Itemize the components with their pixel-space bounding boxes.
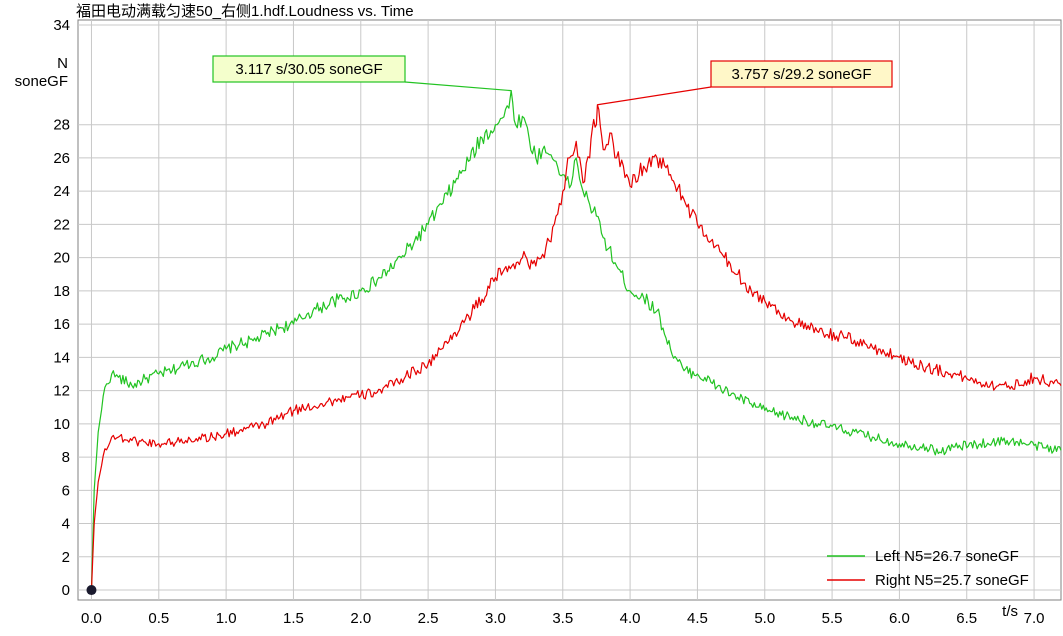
x-tick-label: 4.5 bbox=[687, 610, 708, 627]
x-tick-label: 6.5 bbox=[956, 610, 977, 627]
x-axis-label: t/s bbox=[1002, 603, 1018, 620]
y-tick-label: 34 bbox=[53, 17, 70, 34]
legend[interactable]: Left N5=26.7 soneGF Right N5=25.7 soneGF bbox=[827, 548, 1029, 589]
x-tick-label: 4.0 bbox=[620, 610, 641, 627]
y-tick-label: 16 bbox=[53, 316, 70, 333]
y-tick-label: 8 bbox=[62, 449, 70, 466]
y-tick-label: 6 bbox=[62, 482, 70, 499]
legend-item-left[interactable]: Left N5=26.7 soneGF bbox=[827, 548, 1019, 565]
annotations: 3.117 s/30.05 soneGF 3.757 s/29.2 soneGF bbox=[212, 55, 893, 106]
x-tick-label: 1.5 bbox=[283, 610, 304, 627]
x-tick-label: 5.5 bbox=[822, 610, 843, 627]
x-tick-label: 1.0 bbox=[216, 610, 237, 627]
annotation-label: 3.117 s/30.05 soneGF bbox=[235, 61, 382, 78]
y-tick-label: 28 bbox=[53, 117, 70, 134]
y-axis-label: N bbox=[57, 55, 68, 72]
annotation-label: 3.757 s/29.2 soneGF bbox=[731, 66, 871, 83]
legend-label: Right N5=25.7 soneGF bbox=[875, 572, 1029, 589]
y-tick-label: 14 bbox=[53, 349, 70, 366]
y-tick-label: 2 bbox=[62, 549, 70, 566]
legend-item-right[interactable]: Right N5=25.7 soneGF bbox=[827, 572, 1029, 589]
chart-title: 福田电动满载匀速50_右侧1.hdf.Loudness vs. Time bbox=[76, 3, 414, 20]
origin-marker bbox=[86, 585, 97, 596]
y-tick-label: 10 bbox=[53, 416, 70, 433]
annotation-0: 3.117 s/30.05 soneGF bbox=[212, 55, 512, 92]
series-line-right bbox=[90, 104, 1062, 591]
x-tick-label: 3.5 bbox=[552, 610, 573, 627]
y-tick-label: 4 bbox=[62, 516, 70, 533]
y-tick-label: 22 bbox=[53, 216, 70, 233]
y-tick-label: 20 bbox=[53, 250, 70, 267]
y-tick-label: 12 bbox=[53, 383, 70, 400]
y-tick-label: 26 bbox=[53, 150, 70, 167]
y-tick-label: 24 bbox=[53, 183, 70, 200]
series-line-left bbox=[90, 89, 1062, 591]
x-tick-label: 0.5 bbox=[148, 610, 169, 627]
legend-label: Left N5=26.7 soneGF bbox=[875, 548, 1019, 565]
x-tick-label: 6.0 bbox=[889, 610, 910, 627]
plot-frame bbox=[77, 19, 1062, 601]
x-tick-label: 0.0 bbox=[81, 610, 102, 627]
x-tick-label: 7.0 bbox=[1024, 610, 1045, 627]
annotation-leader bbox=[404, 81, 512, 92]
annotation-box bbox=[710, 60, 893, 88]
y-tick-label: 18 bbox=[53, 283, 70, 300]
y-tick-label: 0 bbox=[62, 582, 70, 599]
y-axis-unit: soneGF bbox=[15, 73, 68, 90]
axes: 0.0 0.5 1.0 1.5 2.0 2.5 3.0 3.5 4.0 4.5 5.0 5.5 6.0 6… bbox=[15, 17, 1045, 627]
x-tick-label: 2.0 bbox=[350, 610, 371, 627]
x-tick-label: 3.0 bbox=[485, 610, 506, 627]
x-tick-label: 5.0 bbox=[754, 610, 775, 627]
annotation-leader bbox=[597, 86, 712, 106]
series-lines bbox=[86, 89, 1062, 596]
annotation-box bbox=[212, 55, 406, 83]
annotation-1: 3.757 s/29.2 soneGF bbox=[597, 60, 893, 106]
x-tick-label: 2.5 bbox=[418, 610, 439, 627]
grid bbox=[77, 19, 1062, 601]
